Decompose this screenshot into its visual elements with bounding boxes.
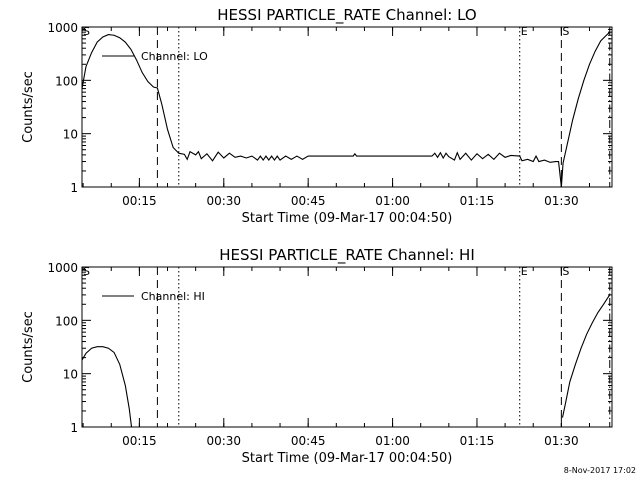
x-axis-label: Start Time (09-Mar-17 00:04:50) xyxy=(242,451,453,466)
chart-panel-0: HESSI PARTICLE_RATE Channel: LO 1 10 100 100… xyxy=(21,6,613,226)
x-tick-label: 00:45 xyxy=(291,434,326,448)
time-marker-label: E xyxy=(521,265,528,278)
x-tick-label: 00:15 xyxy=(122,194,157,208)
x-tick-label: 01:00 xyxy=(375,434,410,448)
y-tick-label: 1000 xyxy=(47,21,78,35)
x-tick-label: 00:30 xyxy=(206,194,241,208)
time-marker-label: E xyxy=(521,25,528,38)
y-tick-label: 10 xyxy=(63,128,78,142)
y-tick-label: 100 xyxy=(55,74,78,88)
series-line-0 xyxy=(81,31,611,188)
x-tick-label: 00:45 xyxy=(291,194,326,208)
y-tick-label: 100 xyxy=(55,314,78,328)
series-line-0 xyxy=(81,346,133,428)
time-marker-label: S xyxy=(562,25,569,38)
x-tick-label: 01:15 xyxy=(460,434,495,448)
x-tick-label: 01:15 xyxy=(460,194,495,208)
chart-title: HESSI PARTICLE_RATE Channel: LO xyxy=(217,6,476,25)
y-axis-label: Counts/sec xyxy=(21,311,36,383)
y-tick-label: 1000 xyxy=(47,261,78,275)
x-tick-label: 00:15 xyxy=(122,434,157,448)
chart-panel-1: HESSI PARTICLE_RATE Channel: HI 1 10 100 100… xyxy=(21,246,613,466)
time-marker-label: S xyxy=(83,265,90,278)
y-tick-label: 1 xyxy=(70,181,78,195)
x-axis-label: Start Time (09-Mar-17 00:04:50) xyxy=(242,211,453,226)
legend-label: Channel: LO xyxy=(141,50,208,63)
y-tick-label: 1 xyxy=(70,421,78,435)
series-line-1 xyxy=(561,294,611,418)
x-tick-label: 00:30 xyxy=(206,434,241,448)
timestamp-footer: 8-Nov-2017 17:02 xyxy=(564,466,636,475)
chart-title: HESSI PARTICLE_RATE Channel: HI xyxy=(219,246,475,265)
time-marker-label: S xyxy=(83,25,90,38)
x-tick-label: 01:30 xyxy=(544,434,579,448)
x-tick-label: 01:00 xyxy=(375,194,410,208)
y-axis-label: Counts/sec xyxy=(21,71,36,143)
y-tick-label: 10 xyxy=(63,368,78,382)
legend-label: Channel: HI xyxy=(141,290,205,303)
x-tick-label: 01:30 xyxy=(544,194,579,208)
time-marker-label: S xyxy=(562,265,569,278)
